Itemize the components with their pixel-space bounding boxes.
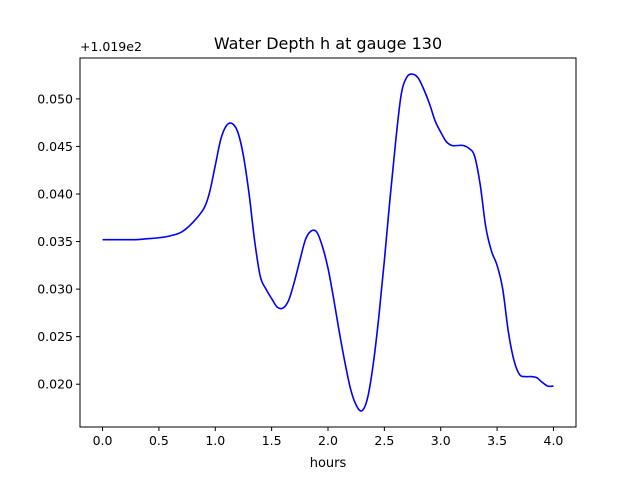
x-tick-label: 3.5 bbox=[487, 433, 507, 448]
y-tick-label: 0.020 bbox=[37, 377, 73, 392]
y-tick-label: 0.025 bbox=[37, 329, 73, 344]
plot-frame bbox=[79, 57, 577, 428]
x-tick-label: 4.0 bbox=[544, 433, 564, 448]
chart-title: Water Depth h at gauge 130 bbox=[214, 34, 442, 53]
x-tick-label: 0.5 bbox=[149, 433, 169, 448]
x-tick-label: 1.0 bbox=[205, 433, 225, 448]
x-tick-label: 1.5 bbox=[262, 433, 282, 448]
series-line-0 bbox=[102, 73, 554, 412]
y-axis: 0.020 0.025 0.030 0.035 0.040 0.045 0.050 bbox=[37, 91, 80, 392]
y-tick-label: 0.050 bbox=[37, 91, 73, 106]
y-tick-label: 0.035 bbox=[37, 234, 73, 249]
x-tick-label: 2.0 bbox=[318, 433, 338, 448]
x-tick-label: 0.0 bbox=[93, 433, 113, 448]
x-tick-label: 2.5 bbox=[374, 433, 394, 448]
y-tick-label: 0.040 bbox=[37, 186, 73, 201]
y-tick-label: 0.030 bbox=[37, 282, 73, 297]
y-offset-label: +1.019e2 bbox=[80, 39, 142, 54]
x-axis-label: hours bbox=[310, 456, 347, 471]
x-tick-label: 3.0 bbox=[431, 433, 451, 448]
plot-area bbox=[102, 73, 554, 412]
y-tick-label: 0.045 bbox=[37, 139, 73, 154]
x-axis: 0.0 0.5 1.0 1.5 2.0 2.5 3.0 3.5 4.0 bbox=[93, 427, 564, 448]
